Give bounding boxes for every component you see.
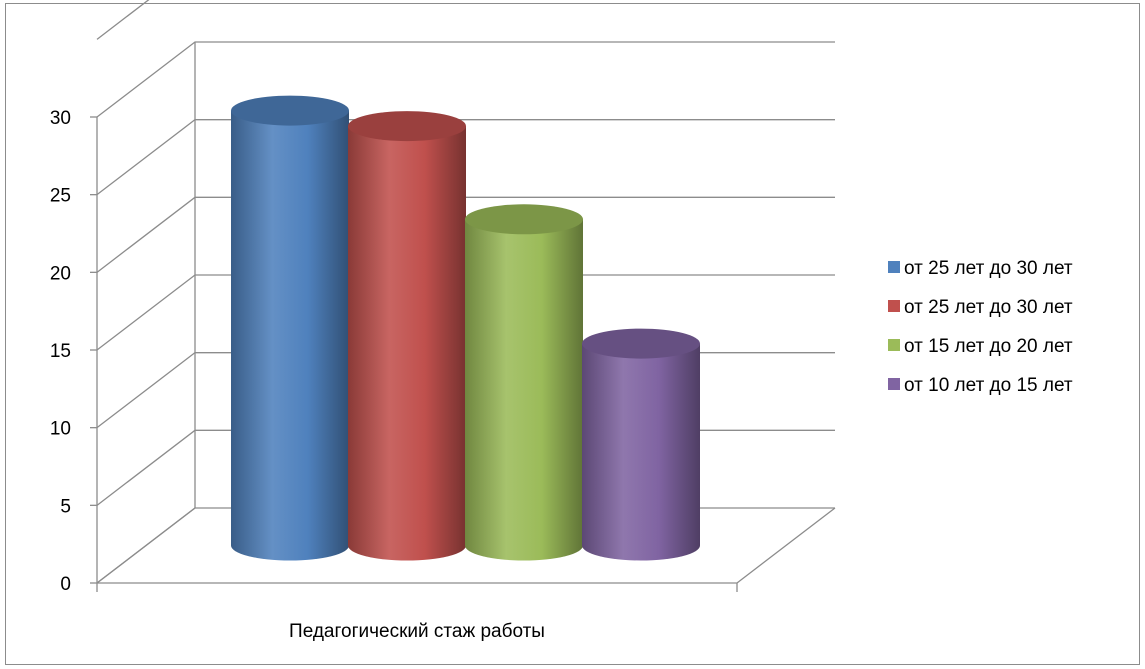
bar-cylinder: [231, 95, 349, 561]
legend-swatch: [888, 378, 900, 390]
bar-top: [582, 328, 700, 359]
bar-cylinder: [582, 328, 700, 561]
y-tick-label: 0: [60, 574, 71, 595]
gridline: [96, 196, 835, 273]
legend-swatch: [888, 300, 900, 312]
y-tick-label: 10: [50, 419, 71, 440]
gridline: [96, 274, 835, 351]
legend-label: от 10 лет до 15 лет: [904, 375, 1073, 396]
legend: от 25 лет до 30 лет от 25 лет до 30 лет от…: [888, 258, 1073, 396]
y-axis: 0 5 10 15 20 25 30: [50, 108, 98, 595]
bar-cylinder: [348, 111, 466, 561]
bar-body: [348, 126, 466, 561]
y-tick-label: 30: [50, 108, 71, 129]
bar-body: [231, 110, 349, 561]
bar-body: [465, 219, 583, 561]
bar-top: [231, 95, 349, 126]
legend-label: от 25 лет до 30 лет: [904, 258, 1073, 279]
y-tick-label: 5: [60, 496, 71, 517]
y-tick-label: 15: [50, 341, 71, 362]
legend-label: от 25 лет до 30 лет: [904, 297, 1073, 318]
gridline: [96, 119, 835, 196]
bar-cylinder: [465, 204, 583, 561]
bar-top: [348, 111, 466, 142]
gridline: [96, 0, 150, 40]
gridline: [96, 41, 835, 118]
y-tick-label: 20: [50, 263, 71, 284]
legend-swatch: [888, 261, 900, 273]
y-tick-label: 25: [50, 186, 71, 207]
chart-frame: [5, 3, 1140, 665]
bars: [231, 95, 700, 561]
legend-label: от 15 лет до 20 лет: [904, 336, 1073, 357]
x-category-label: Педагогический стаж работы: [289, 621, 545, 642]
bar-top: [465, 204, 583, 235]
x-axis: Педагогический стаж работы: [96, 583, 738, 642]
legend-swatch: [888, 339, 900, 351]
bar-body: [582, 343, 700, 561]
